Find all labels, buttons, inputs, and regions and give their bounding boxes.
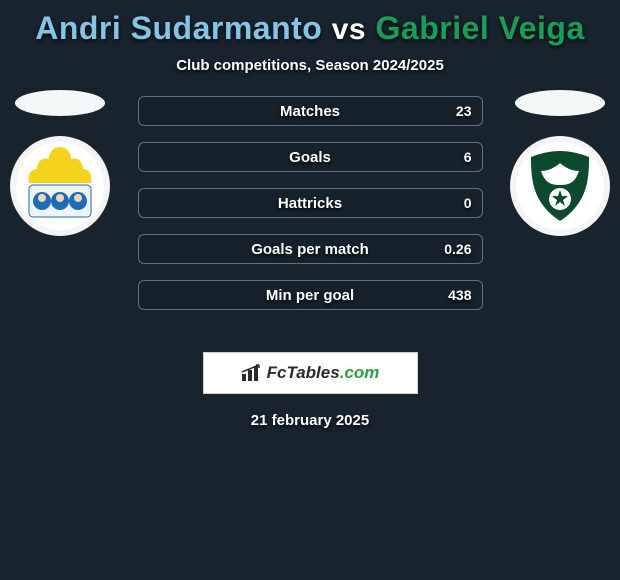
title-player1: Andri Sudarmanto xyxy=(35,10,322,46)
player-left-photo-placeholder xyxy=(15,90,105,116)
club-crest-right-icon xyxy=(515,141,605,231)
comparison-card: Andri Sudarmanto vs Gabriel Veiga Club c… xyxy=(0,0,620,429)
stat-row-min-per-goal: Min per goal 438 xyxy=(138,280,483,310)
brand-logo[interactable]: FcTables.com xyxy=(203,352,418,394)
club-badge-left xyxy=(10,136,110,236)
stat-right-value: 23 xyxy=(456,97,472,125)
stat-row-goals: Goals 6 xyxy=(138,142,483,172)
stat-right-value: 6 xyxy=(464,143,472,171)
brand-name-main: FcTables xyxy=(267,363,340,382)
brand-name-suffix: .com xyxy=(340,363,380,382)
stat-row-hattricks: Hattricks 0 xyxy=(138,188,483,218)
player-right-column xyxy=(500,90,620,236)
comparison-arena: Matches 23 Goals 6 Hattricks 0 Goals per… xyxy=(0,96,620,336)
stat-label: Hattricks xyxy=(278,195,342,212)
stat-label: Goals per match xyxy=(251,241,369,258)
stat-right-value: 438 xyxy=(448,281,471,309)
stat-right-value: 0 xyxy=(464,189,472,217)
brand-name: FcTables.com xyxy=(267,363,380,383)
stat-label: Goals xyxy=(289,149,331,166)
stats-list: Matches 23 Goals 6 Hattricks 0 Goals per… xyxy=(138,96,483,310)
player-left-column xyxy=(0,90,120,236)
stat-row-matches: Matches 23 xyxy=(138,96,483,126)
page-title: Andri Sudarmanto vs Gabriel Veiga xyxy=(0,10,620,47)
stat-row-goals-per-match: Goals per match 0.26 xyxy=(138,234,483,264)
title-vs: vs xyxy=(332,13,366,46)
stat-label: Matches xyxy=(280,103,340,120)
subtitle: Club competitions, Season 2024/2025 xyxy=(0,57,620,74)
player-right-photo-placeholder xyxy=(515,90,605,116)
date-label: 21 february 2025 xyxy=(0,412,620,429)
club-badge-right xyxy=(510,136,610,236)
bars-icon xyxy=(241,364,263,382)
stat-right-value: 0.26 xyxy=(444,235,471,263)
club-crest-left-icon xyxy=(15,141,105,231)
stat-label: Min per goal xyxy=(266,287,354,304)
title-player2: Gabriel Veiga xyxy=(376,10,585,46)
